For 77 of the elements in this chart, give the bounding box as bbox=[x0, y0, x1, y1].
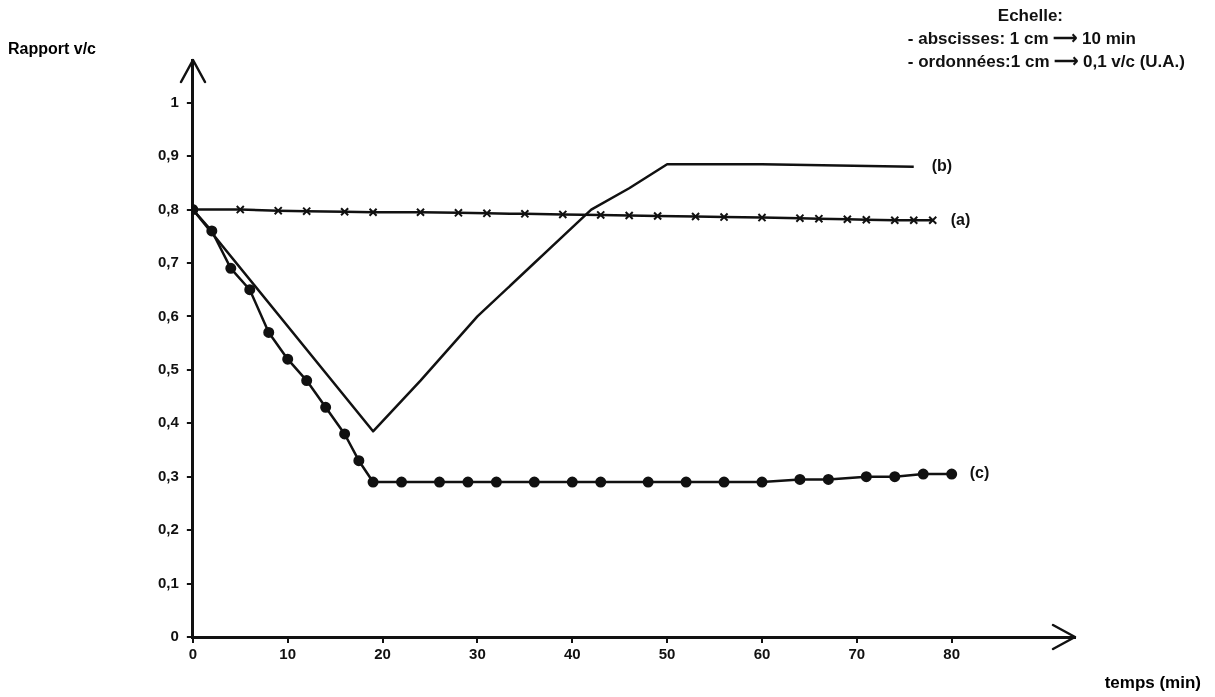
point bbox=[719, 212, 729, 222]
y-tick-label: 0,4 bbox=[157, 413, 180, 431]
point bbox=[462, 476, 474, 488]
point bbox=[946, 468, 958, 480]
point bbox=[814, 214, 824, 224]
y-tick-label: 0,3 bbox=[157, 466, 179, 484]
series-label: (c) bbox=[969, 464, 990, 482]
y-tick-label: 0,9 bbox=[157, 146, 179, 164]
y-tick-label: 0,2 bbox=[157, 520, 179, 538]
point bbox=[691, 212, 701, 222]
x-tick-label: 80 bbox=[943, 645, 961, 663]
point bbox=[861, 215, 871, 225]
x-tick-label: 70 bbox=[848, 645, 866, 663]
x-tick-label: 30 bbox=[469, 645, 486, 663]
point bbox=[842, 214, 852, 224]
point bbox=[680, 476, 692, 488]
point bbox=[367, 476, 379, 488]
x-tick-label: 20 bbox=[374, 645, 391, 663]
y-tick-label: 0,1 bbox=[157, 573, 179, 591]
point bbox=[273, 206, 283, 216]
point bbox=[889, 471, 901, 483]
point bbox=[520, 209, 530, 219]
point bbox=[433, 476, 445, 488]
point bbox=[340, 207, 350, 217]
point bbox=[822, 473, 834, 485]
point bbox=[301, 375, 313, 387]
point bbox=[225, 262, 237, 274]
point bbox=[244, 284, 256, 296]
point bbox=[795, 213, 805, 223]
series-label: (a) bbox=[950, 210, 971, 228]
x-tick-label: 40 bbox=[563, 645, 581, 663]
point bbox=[302, 206, 312, 216]
point bbox=[794, 473, 806, 485]
point bbox=[558, 209, 568, 219]
y-tick-label: 0,6 bbox=[157, 306, 179, 324]
x-axis-title: temps (min) bbox=[1104, 673, 1201, 693]
point bbox=[756, 476, 768, 488]
point bbox=[490, 476, 502, 488]
point bbox=[282, 353, 294, 365]
point bbox=[235, 205, 245, 215]
point bbox=[909, 215, 919, 225]
point bbox=[653, 211, 663, 221]
point bbox=[320, 401, 332, 413]
y-tick-label: 0,7 bbox=[157, 253, 179, 271]
point bbox=[263, 326, 275, 338]
point bbox=[757, 213, 767, 223]
text: Echelle: bbox=[996, 5, 1064, 27]
point bbox=[353, 455, 365, 467]
annotation: - ordonnées:1 cm ⟶ 0,1 v/c (U.A.) bbox=[907, 51, 1185, 73]
y-tick-label: 1 bbox=[170, 92, 179, 110]
point bbox=[595, 476, 607, 488]
point bbox=[339, 428, 351, 440]
point bbox=[566, 476, 578, 488]
point bbox=[718, 476, 730, 488]
x-tick-label: 0 bbox=[188, 645, 198, 663]
x-tick-label: 60 bbox=[753, 645, 771, 663]
series-label: (b) bbox=[931, 157, 953, 175]
point bbox=[415, 207, 426, 217]
point bbox=[453, 208, 463, 218]
y-tick-label: 0 bbox=[170, 627, 179, 645]
point bbox=[860, 471, 872, 483]
text: - abscisses: 1 cm ⟶ 10 min bbox=[907, 28, 1137, 50]
point bbox=[624, 210, 634, 221]
point bbox=[396, 476, 408, 488]
point bbox=[917, 468, 929, 480]
y-tick-label: 0,5 bbox=[157, 360, 179, 378]
y-axis-title: Rapport v/c bbox=[8, 40, 97, 58]
point bbox=[596, 210, 606, 220]
x-tick-label: 10 bbox=[279, 645, 297, 663]
x-tick-label: 50 bbox=[658, 645, 676, 663]
point bbox=[528, 476, 540, 488]
point bbox=[482, 208, 492, 218]
point bbox=[890, 215, 900, 225]
y-tick-label: 0,8 bbox=[157, 199, 179, 217]
point bbox=[642, 476, 654, 488]
point bbox=[368, 207, 378, 217]
point bbox=[928, 215, 938, 225]
